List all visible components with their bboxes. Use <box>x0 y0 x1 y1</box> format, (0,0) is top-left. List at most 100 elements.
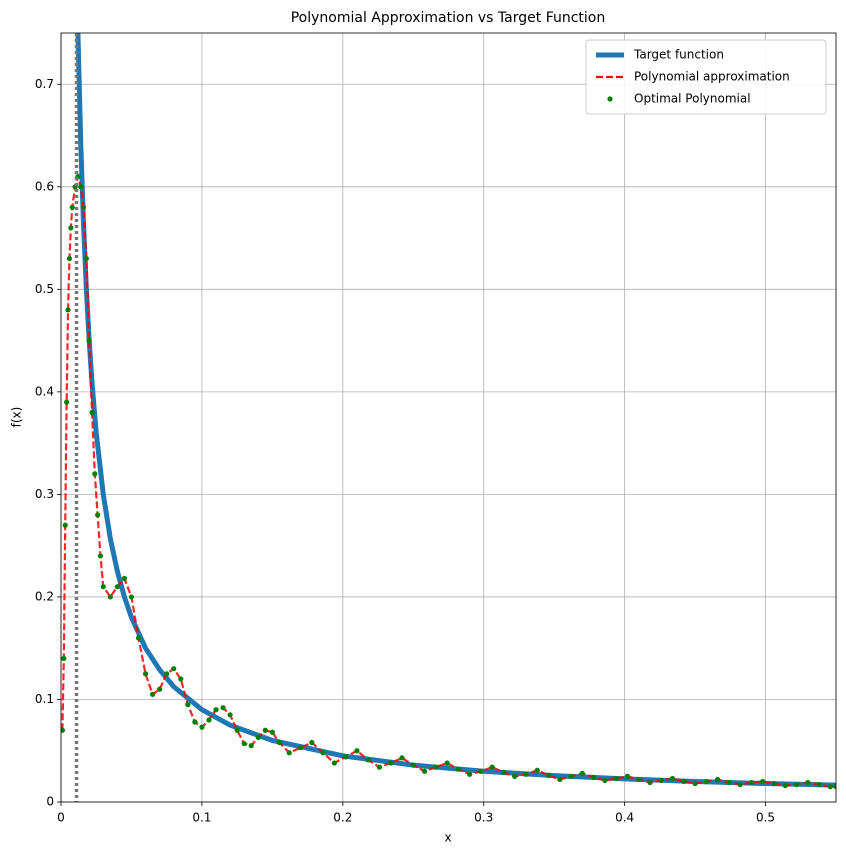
x-tick-label: 0.4 <box>615 811 634 825</box>
data-point <box>444 760 450 766</box>
data-point <box>92 471 98 477</box>
legend-box <box>585 39 827 115</box>
data-point <box>737 781 743 788</box>
data-point <box>399 755 405 761</box>
data-point <box>816 781 822 788</box>
data-point <box>286 750 292 756</box>
legend-label: Target function <box>633 48 724 62</box>
x-tick-label: 0.5 <box>756 811 775 825</box>
data-point <box>128 594 135 600</box>
data-point <box>669 775 676 782</box>
data-point <box>748 779 755 786</box>
data-point <box>354 748 360 754</box>
data-point <box>199 724 205 730</box>
data-point <box>489 764 495 770</box>
data-point <box>421 768 428 774</box>
data-point <box>157 686 163 692</box>
data-point <box>309 739 315 746</box>
chart-title: Polynomial Approximation vs Target Funct… <box>291 10 606 26</box>
x-tick-label: 0.1 <box>192 811 211 825</box>
data-point <box>805 779 811 786</box>
data-point <box>602 777 608 784</box>
y-axis-label: f(x) <box>10 407 24 428</box>
data-point <box>365 757 371 763</box>
data-point <box>61 727 66 733</box>
data-point <box>827 784 833 790</box>
data-point <box>433 764 439 770</box>
data-point <box>248 743 254 749</box>
data-point <box>64 399 70 405</box>
data-point <box>269 729 275 735</box>
data-point <box>107 594 113 600</box>
legend-label: Polynomial approximation <box>634 70 790 84</box>
data-point <box>68 225 74 231</box>
data-point <box>715 776 721 783</box>
data-point <box>636 776 642 783</box>
data-point <box>681 778 687 785</box>
axes: 0 0.1 0.2 0.3 0.4 0.5 0 0.1 0.2 0.3 0.4 0.5 0.6 0.7 <box>35 77 775 825</box>
data-point <box>135 635 142 641</box>
data-point <box>833 784 836 790</box>
data-point <box>241 740 247 747</box>
data-point <box>192 719 198 725</box>
data-point <box>557 776 563 783</box>
data-point <box>500 769 507 775</box>
data-point <box>114 584 120 590</box>
data-point <box>331 760 337 766</box>
legend-swatch <box>607 96 613 102</box>
data-point <box>478 768 484 774</box>
data-point <box>213 707 219 713</box>
data-point <box>591 774 597 780</box>
y-tick-label: 0.4 <box>35 384 54 398</box>
y-tick-label: 0 <box>46 795 54 809</box>
data-point <box>455 766 461 772</box>
data-point <box>703 778 709 785</box>
x-tick-label: 0.3 <box>474 811 493 825</box>
data-point <box>523 771 529 777</box>
data-point <box>206 717 212 723</box>
x-axis-label: x <box>444 831 451 845</box>
data-point <box>97 553 104 559</box>
y-tick-label: 0.6 <box>35 179 54 193</box>
data-point <box>568 773 574 779</box>
data-point <box>793 781 800 788</box>
axes-frame <box>60 32 837 803</box>
data-point <box>62 522 68 528</box>
data-point <box>220 705 226 711</box>
data-point <box>255 734 261 741</box>
data-point <box>624 773 631 779</box>
data-point <box>613 775 619 782</box>
data-point <box>65 307 71 313</box>
y-tick-label: 0.7 <box>35 77 54 91</box>
data-point <box>467 771 473 777</box>
data-point <box>771 780 777 787</box>
data-point <box>78 184 84 190</box>
x-tick-label: 0 <box>57 811 65 825</box>
data-point <box>343 754 349 760</box>
data-point <box>512 773 518 779</box>
legend-label: Optimal Polynomial <box>634 92 751 106</box>
data-point <box>692 780 698 787</box>
data-point <box>782 782 788 789</box>
data-point <box>66 255 73 262</box>
data-point <box>89 409 95 415</box>
data-point <box>142 671 149 677</box>
data-point <box>227 712 233 718</box>
y-tick-label: 0.2 <box>35 589 54 603</box>
series-line <box>61 172 836 788</box>
data-point <box>69 204 75 210</box>
data-point <box>579 770 585 776</box>
x-tick-label: 0.2 <box>333 811 352 825</box>
data-point <box>262 727 268 733</box>
data-point <box>760 778 766 785</box>
data-point <box>185 701 191 708</box>
data-point <box>658 777 664 784</box>
data-point <box>234 727 240 733</box>
y-tick-label: 0.3 <box>35 487 54 501</box>
data-point <box>726 779 732 786</box>
data-point <box>83 255 89 262</box>
y-tick-label: 0.1 <box>35 692 54 706</box>
data-point <box>320 750 326 756</box>
